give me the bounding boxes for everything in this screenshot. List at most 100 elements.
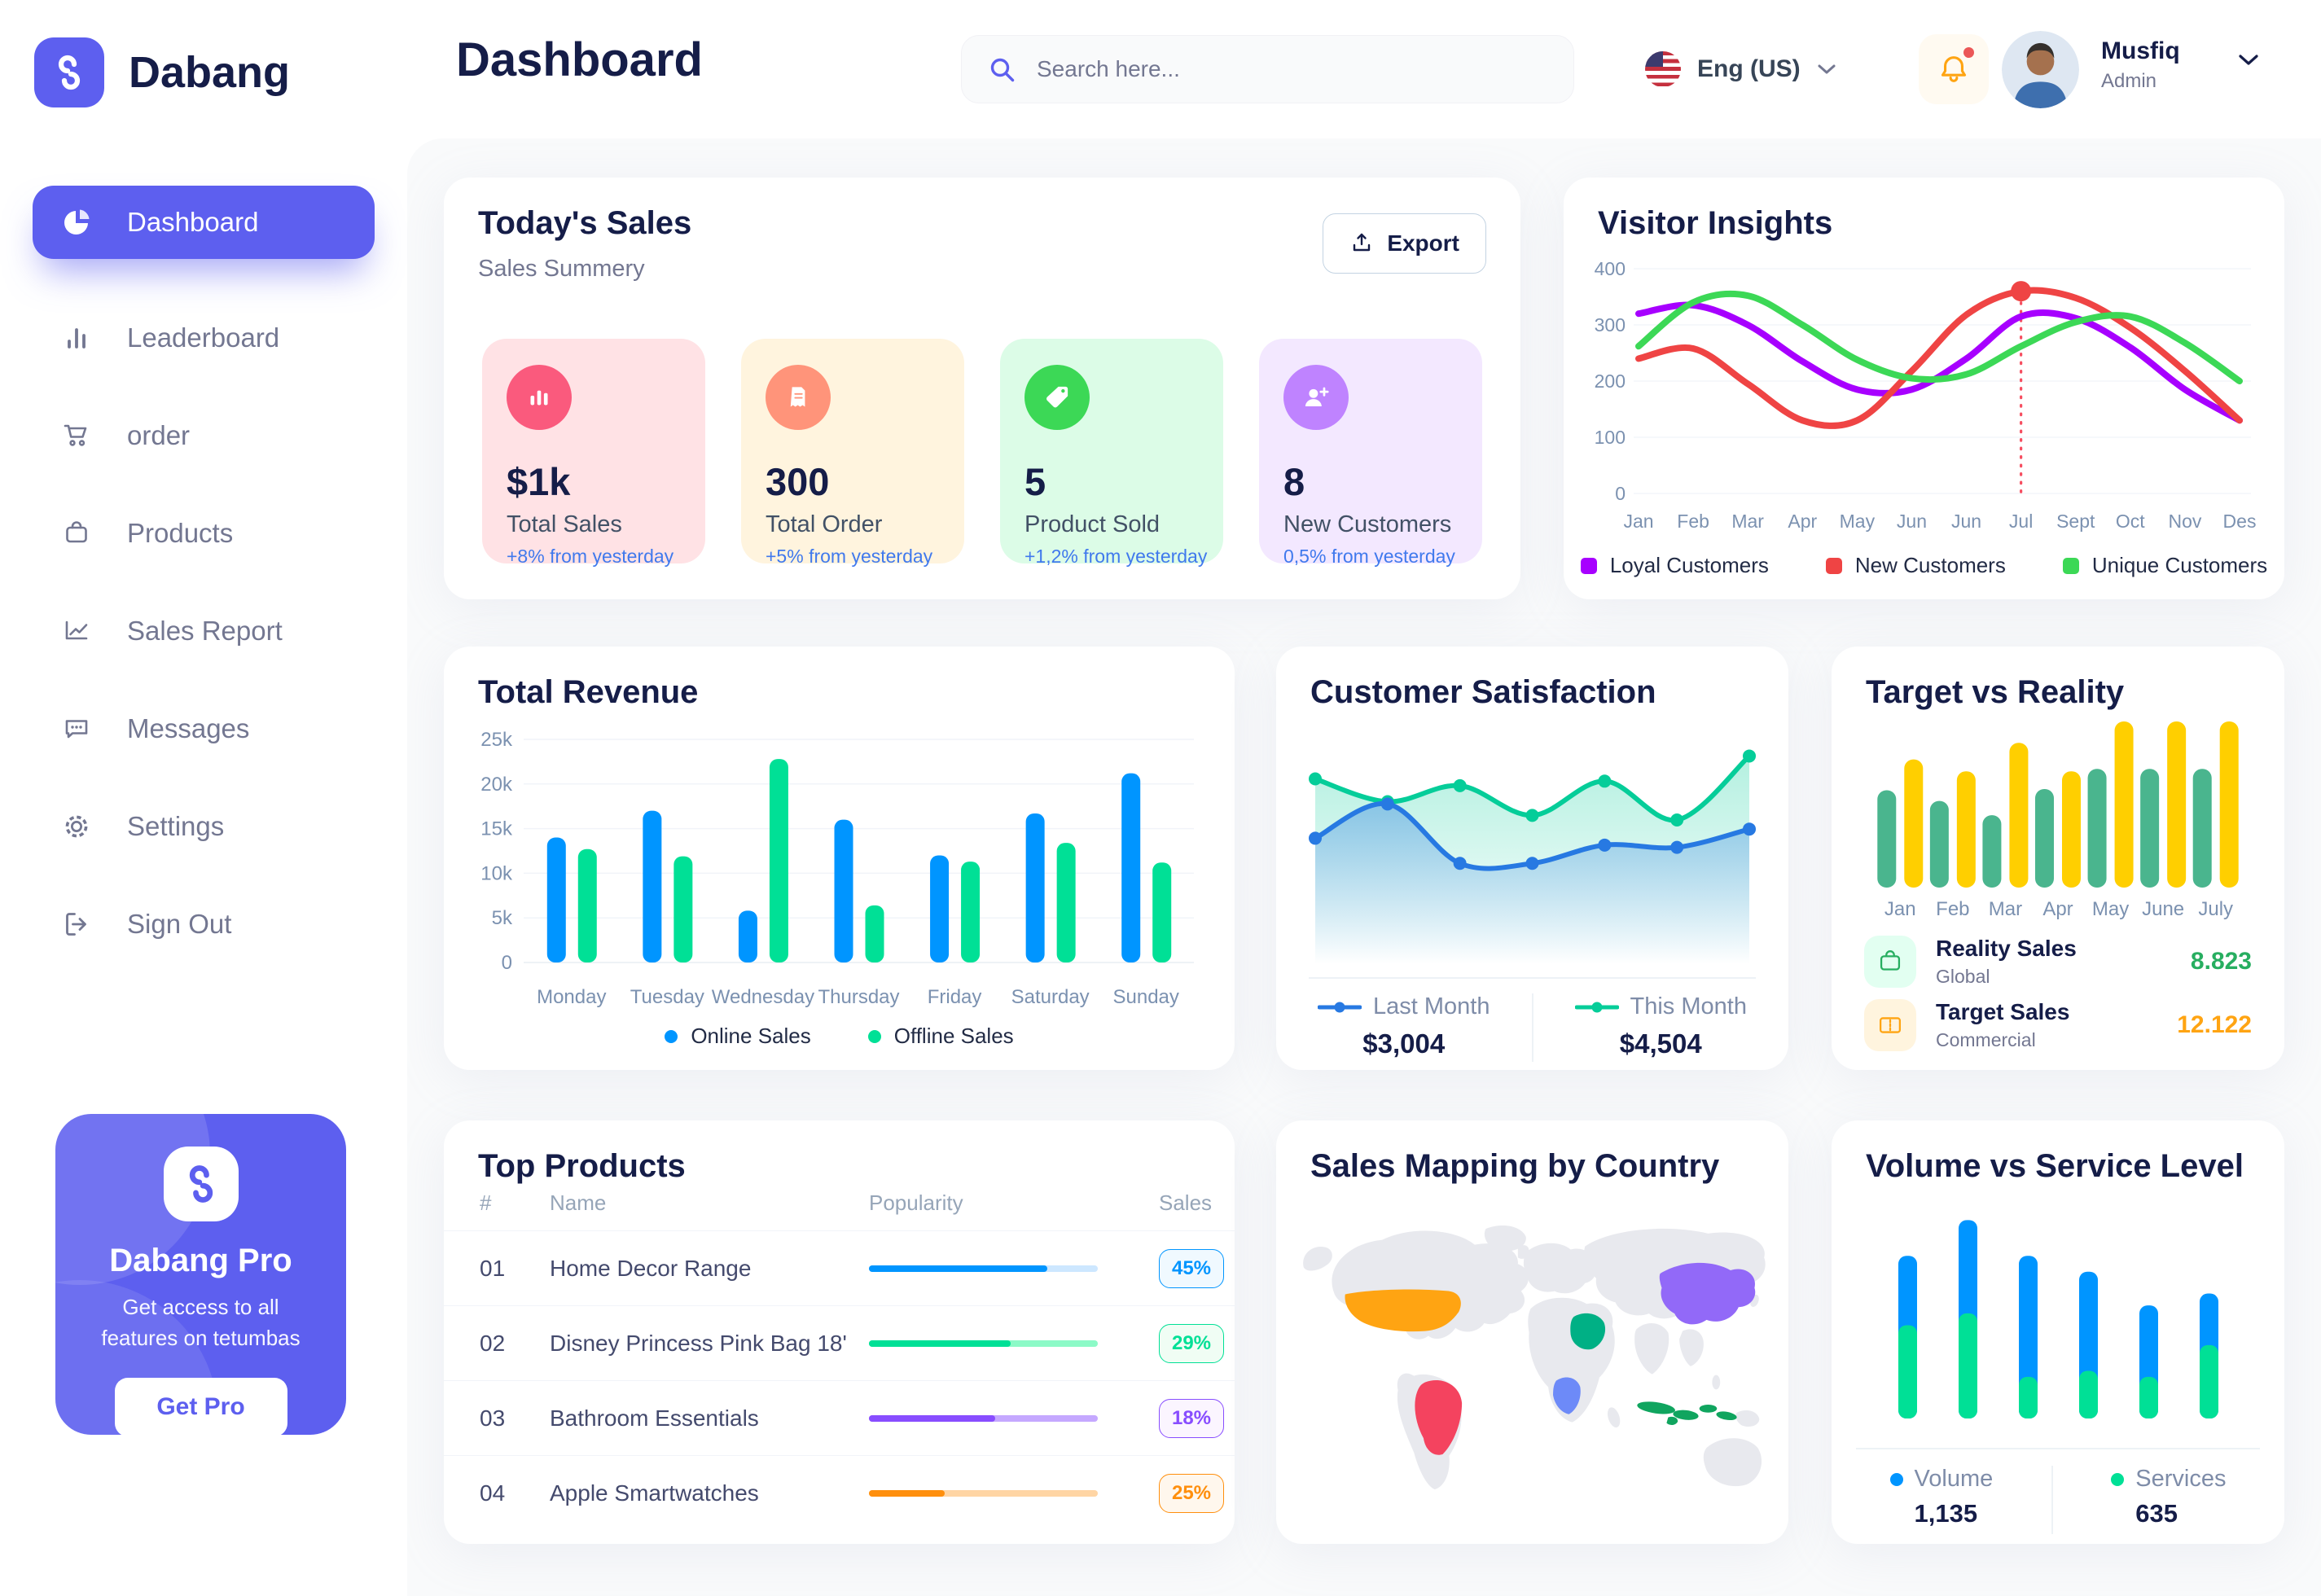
export-button[interactable]: Export xyxy=(1323,213,1486,274)
avatar[interactable] xyxy=(2002,31,2079,108)
sidebar-menu: Dashboard Leaderboard order Products Sales R… xyxy=(33,186,375,985)
table-row-04: 04 Apple Smartwatches 25% xyxy=(444,1455,1235,1530)
legend-swatch xyxy=(1580,557,1597,574)
world-map xyxy=(1303,1226,1766,1490)
legend-swatch xyxy=(2111,1472,2125,1486)
legend-divider xyxy=(2051,1466,2053,1534)
card-subtitle: Sales Summery xyxy=(478,256,645,282)
svg-text:Thursday: Thursday xyxy=(818,986,899,1008)
stat-delta: +5% from yesterday xyxy=(766,546,933,567)
stat-icon-circle xyxy=(1024,365,1090,430)
legend-sublabel: Commercial xyxy=(1936,1029,2036,1050)
stat-card-total-sales: $1k Total Sales +8% from yesterday xyxy=(482,339,705,567)
svg-text:Sept: Sept xyxy=(2056,511,2095,532)
sidebar-item-sales-report[interactable]: Sales Report xyxy=(33,594,375,668)
stat-value: 8 xyxy=(1283,460,1305,503)
search-icon xyxy=(990,58,1015,82)
sidebar-item-leaderboard[interactable]: Leaderboard xyxy=(33,301,375,375)
svg-text:20k: 20k xyxy=(480,774,513,796)
column-header-sales: Sales xyxy=(1159,1190,1213,1215)
legend-row-target-sales: Target Sales Commercial 12.122 xyxy=(1864,997,2252,1054)
card-title: Visitor Insights xyxy=(1598,205,1833,241)
card-title: Sales Mapping by Country xyxy=(1310,1148,1720,1184)
sidebar-item-label: Leaderboard xyxy=(127,322,280,353)
product-name: Home Decor Range xyxy=(550,1256,752,1281)
product-name: Bathroom Essentials xyxy=(550,1405,759,1431)
svg-text:Friday: Friday xyxy=(928,986,982,1008)
svg-text:Mar: Mar xyxy=(1731,511,1764,532)
promo-logo-icon xyxy=(163,1147,239,1221)
search-input[interactable] xyxy=(1035,55,1549,83)
sidebar-item-dashboard[interactable]: Dashboard xyxy=(33,186,375,259)
sidebar-item-messages[interactable]: Messages xyxy=(33,692,375,765)
sidebar-item-label: Sales Report xyxy=(127,616,283,646)
svg-text:Apr: Apr xyxy=(2042,898,2073,920)
stat-receipt-icon xyxy=(790,387,805,407)
product-rank: 04 xyxy=(480,1480,506,1506)
svg-text:Feb: Feb xyxy=(1936,898,1969,920)
stat-delta: 0,5% from yesterday xyxy=(1283,546,1455,567)
target-vs-reality-card: Target vs Reality Jan Feb Mar Apr May June Jul… xyxy=(1832,647,2284,1070)
todays-sales-card: Today's Sales Sales Summery Export $1k T… xyxy=(444,178,1520,599)
volume-vs-service-legend: Volume 1,135 Services 635 xyxy=(1832,1466,2284,1534)
column-header-name: Name xyxy=(550,1190,607,1215)
customer-satisfaction-chart xyxy=(1309,749,1756,964)
export-label: Export xyxy=(1387,230,1459,256)
sidebar-item-sign-out[interactable]: Sign Out xyxy=(33,888,375,961)
stat-label: Total Order xyxy=(766,511,883,537)
bag-icon xyxy=(66,521,87,543)
total-revenue-legend: Online Sales Offline Sales xyxy=(444,1024,1235,1049)
sidebar-item-products[interactable]: Products xyxy=(33,497,375,570)
visitor-insights-card: Visitor Insights 0 100 200 300 400 Jan Feb Mar A… xyxy=(1564,178,2284,599)
user-menu[interactable]: Musfiq Admin xyxy=(2101,37,2180,93)
popularity-fill xyxy=(869,1490,945,1497)
svg-text:Mar: Mar xyxy=(1989,898,2022,920)
sign-out-icon xyxy=(66,913,86,936)
language-selector[interactable]: Eng (US) xyxy=(1645,41,1836,98)
legend-value: 635 xyxy=(2135,1499,2178,1528)
sidebar-item-label: Sign Out xyxy=(127,909,232,939)
promo-title: Dabang Pro xyxy=(109,1243,292,1278)
ticket-icon xyxy=(1864,999,1916,1051)
legend-label: Loyal Customers xyxy=(1609,553,1769,577)
stat-delta: +1,2% from yesterday xyxy=(1024,546,1208,567)
table-row-02: 02 Disney Princess Pink Bag 18' 29% xyxy=(444,1305,1235,1380)
user-menu-chevron-icon[interactable] xyxy=(2238,54,2259,67)
card-title: Volume vs Service Level xyxy=(1866,1148,2244,1184)
legend-label: New Customers xyxy=(1854,553,2006,577)
legend-label: Reality Sales xyxy=(1936,936,2077,961)
top-products-header: # Name Popularity Sales xyxy=(444,1190,1235,1230)
stat-value: 5 xyxy=(1024,460,1046,503)
legend-item-volume: Volume 1,135 xyxy=(1889,1466,1993,1534)
legend-label: Offline Sales xyxy=(893,1024,1014,1048)
legend-label: Unique Customers xyxy=(2091,553,2268,577)
product-rank: 03 xyxy=(480,1405,506,1431)
legend-value: $3,004 xyxy=(1362,1028,1446,1059)
legend-value: 8.823 xyxy=(2190,948,2252,975)
legend-item-offline-sales: Offline Sales xyxy=(867,1024,1014,1049)
legend-line-marker xyxy=(1318,1002,1362,1012)
search-bar[interactable] xyxy=(961,35,1574,103)
stat-icon-circle xyxy=(766,365,831,430)
sidebar-item-order[interactable]: order xyxy=(33,399,375,472)
product-rank: 02 xyxy=(480,1331,506,1356)
sales-stats-row: $1k Total Sales +8% from yesterday 300 T… xyxy=(482,339,1482,567)
legend-label: This Month xyxy=(1630,993,1747,1019)
top-products-rows: 01 Home Decor Range 45% 02 Disney Princes… xyxy=(444,1230,1235,1530)
notifications-button[interactable] xyxy=(1919,34,1989,104)
svg-text:Oct: Oct xyxy=(2116,511,2145,532)
stat-icon-circle xyxy=(1283,365,1349,430)
user-name: Musfiq xyxy=(2101,37,2180,64)
user-role: Admin xyxy=(2101,70,2157,92)
popularity-fill xyxy=(869,1340,1011,1347)
stat-card-total-order: 300 Total Order +5% from yesterday xyxy=(741,339,964,567)
legend-swatch xyxy=(1825,557,1842,574)
country-saudi-arabia xyxy=(1570,1313,1606,1350)
sidebar-item-settings[interactable]: Settings xyxy=(33,790,375,863)
total-revenue-chart: 0 5k 10k 15k 20k 25k Monday Tuesday Wednesday Thu… xyxy=(480,729,1194,1008)
brand-logo-icon xyxy=(34,37,104,107)
legend-item-loyal-customers: Loyal Customers xyxy=(1580,553,1769,578)
svg-text:0: 0 xyxy=(502,952,512,974)
get-pro-button[interactable]: Get Pro xyxy=(114,1378,287,1435)
svg-text:Wednesday: Wednesday xyxy=(712,986,814,1008)
